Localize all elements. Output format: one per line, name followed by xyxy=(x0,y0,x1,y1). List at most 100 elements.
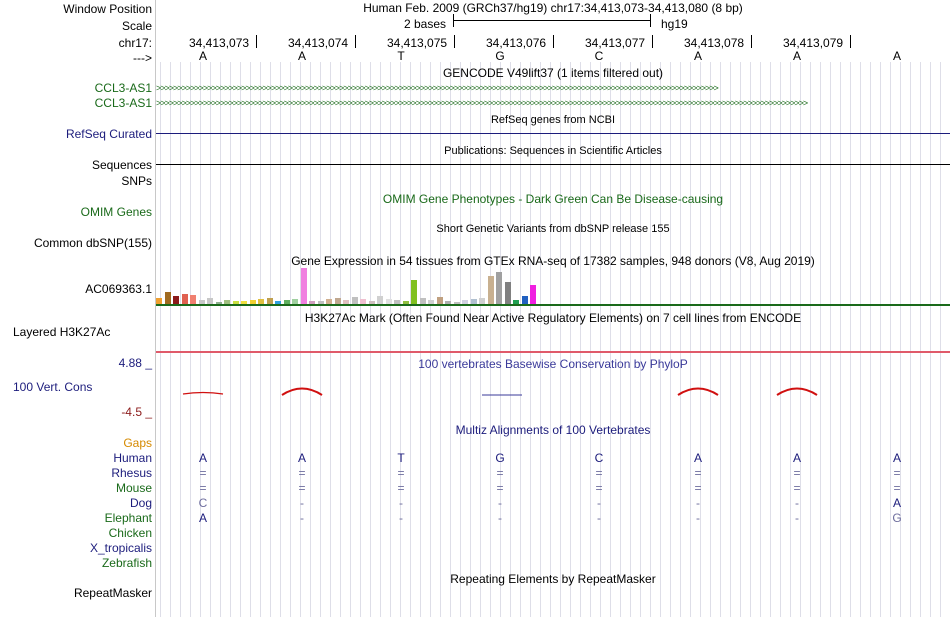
gtex-tissue-bar[interactable] xyxy=(462,300,468,304)
gtex-tissue-bar[interactable] xyxy=(309,301,315,304)
refseq-label[interactable]: RefSeq Curated xyxy=(65,127,152,141)
label-separator xyxy=(155,0,156,617)
species-rhesus-label[interactable]: Rhesus xyxy=(111,466,152,480)
gtex-tissue-bar[interactable] xyxy=(190,295,196,304)
gtex-tissue-bar[interactable] xyxy=(513,300,519,304)
gtex-tissue-bar[interactable] xyxy=(402,301,409,304)
repeatmasker-track-title[interactable]: Repeating Elements by RepeatMasker xyxy=(450,572,656,586)
gtex-tissue-bar[interactable] xyxy=(266,298,273,304)
gtex-tissue-bar[interactable] xyxy=(343,300,349,304)
species-elephant-label[interactable]: Elephant xyxy=(104,511,152,525)
gtex-tissue-bar[interactable] xyxy=(453,302,460,304)
strand-label[interactable]: ---> xyxy=(133,51,152,65)
ccl3-as1-label-a[interactable]: CCL3-AS1 xyxy=(94,81,152,95)
gtex-tissue-bar[interactable] xyxy=(479,298,485,304)
window-position-label[interactable]: Window Position xyxy=(63,2,152,16)
gtex-tissue-bar[interactable] xyxy=(275,301,281,304)
gtex-tissue-bar[interactable] xyxy=(198,300,205,304)
gtex-tissue-bar[interactable] xyxy=(411,280,417,304)
species-mouse-label[interactable]: Mouse xyxy=(115,481,152,495)
gtex-tissue-bar[interactable] xyxy=(292,299,298,304)
gtex-tissue-bar[interactable] xyxy=(428,300,434,304)
gtex-tissue-bar[interactable] xyxy=(436,297,443,304)
dbsnp-label[interactable]: Common dbSNP(155) xyxy=(33,236,152,250)
sequences-line[interactable] xyxy=(156,164,950,165)
refseq-gene-line[interactable] xyxy=(156,133,950,134)
snps-label[interactable]: SNPs xyxy=(121,174,152,188)
chrom-label[interactable]: chr17: xyxy=(118,36,152,50)
gtex-tissue-bar[interactable] xyxy=(181,294,188,304)
gtex-tissue-bar[interactable] xyxy=(300,268,307,304)
phylop-conservation-plot[interactable] xyxy=(156,380,950,404)
gtex-tissue-bar[interactable] xyxy=(164,292,171,304)
phylop-track-title[interactable]: 100 vertebrates Basewise Conservation by… xyxy=(418,357,688,371)
multiz-cell: - xyxy=(300,511,304,525)
species-dog-label[interactable]: Dog xyxy=(129,496,152,510)
omim-label[interactable]: OMIM Genes xyxy=(80,205,152,219)
gaps-label[interactable]: Gaps xyxy=(123,436,152,450)
gtex-tissue-bar[interactable] xyxy=(156,298,162,304)
gtex-tissue-bar[interactable] xyxy=(224,300,230,304)
gtex-tissue-bar[interactable] xyxy=(207,298,213,304)
gtex-tissue-bar[interactable] xyxy=(419,298,426,304)
gtex-tissue-bar[interactable] xyxy=(360,299,366,304)
multiz-cell: - xyxy=(597,496,601,510)
gtex-tissue-bar[interactable] xyxy=(496,272,502,304)
scale-label[interactable]: Scale xyxy=(121,19,152,33)
gtex-tissue-bar[interactable] xyxy=(232,301,239,304)
species-human-label[interactable]: Human xyxy=(113,451,152,465)
repeatmasker-label[interactable]: RepeatMasker xyxy=(73,586,152,600)
gtex-tissue-bar[interactable] xyxy=(504,282,511,304)
omim-track-title[interactable]: OMIM Gene Phenotypes - Dark Green Can Be… xyxy=(382,192,724,206)
multiz-cell: - xyxy=(399,511,403,525)
multiz-cell: = xyxy=(298,466,306,480)
species-zebrafish-label[interactable]: Zebrafish xyxy=(101,556,152,570)
gtex-tissue-bar[interactable] xyxy=(487,276,494,304)
gtex-gene-label[interactable]: AC069363.1 xyxy=(85,282,152,296)
gtex-tissue-bar[interactable] xyxy=(241,301,247,304)
ccl3-as1-label-b[interactable]: CCL3-AS1 xyxy=(94,96,152,110)
gtex-bar-chart[interactable] xyxy=(156,268,538,304)
cons-max-label: 4.88 _ xyxy=(118,356,152,370)
phylop-peak xyxy=(281,387,323,396)
multiz-track-title[interactable]: Multiz Alignments of 100 Vertebrates xyxy=(455,423,651,437)
gtex-tissue-bar[interactable] xyxy=(470,299,477,304)
gtex-tissue-bar[interactable] xyxy=(530,285,536,304)
base-letter: T xyxy=(397,49,405,63)
dbsnp-track-title[interactable]: Short Genetic Variants from dbSNP releas… xyxy=(436,223,670,235)
gtex-tissue-bar[interactable] xyxy=(394,300,400,304)
cons-label[interactable]: 100 Vert. Cons xyxy=(13,380,93,394)
publications-track-title[interactable]: Publications: Sequences in Scientific Ar… xyxy=(444,145,662,157)
gtex-tissue-bar[interactable] xyxy=(351,297,358,304)
species-chicken-label[interactable]: Chicken xyxy=(108,526,152,540)
gtex-tissue-bar[interactable] xyxy=(385,299,392,304)
species-xtropicalis-label[interactable]: X_tropicalis xyxy=(89,541,152,555)
gtex-tissue-bar[interactable] xyxy=(249,300,256,304)
gene-model-ccl3-as1-a[interactable]: >>>>>>>>>>>>>>>>>>>>>>>>>>>>>>>>>>>>>>>>… xyxy=(156,83,719,93)
refseq-track-title[interactable]: RefSeq genes from NCBI xyxy=(490,114,616,126)
gtex-tissue-bar[interactable] xyxy=(215,302,222,304)
window-position-text: Human Feb. 2009 (GRCh37/hg19) chr17:34,4… xyxy=(363,1,743,15)
gtex-tissue-bar[interactable] xyxy=(173,296,179,304)
gtex-track-title[interactable]: Gene Expression in 54 tissues from GTEx … xyxy=(291,254,815,268)
gtex-tissue-bar[interactable] xyxy=(317,301,324,304)
gtex-tissue-bar[interactable] xyxy=(283,300,290,304)
multiz-cell: - xyxy=(300,496,304,510)
multiz-cell: = xyxy=(298,481,306,495)
track-image[interactable]: Human Feb. 2009 (GRCh37/hg19) chr17:34,4… xyxy=(156,0,950,617)
gtex-tissue-bar[interactable] xyxy=(368,301,375,304)
multiz-cell: - xyxy=(696,511,700,525)
gene-model-ccl3-as1-b[interactable]: >>>>>>>>>>>>>>>>>>>>>>>>>>>>>>>>>>>>>>>>… xyxy=(156,98,808,108)
h3k27ac-label[interactable]: Layered H3K27Ac xyxy=(13,325,111,339)
gtex-tissue-bar[interactable] xyxy=(258,299,264,304)
sequences-label[interactable]: Sequences xyxy=(91,158,152,172)
gtex-tissue-bar[interactable] xyxy=(334,298,341,304)
gencode-track-title[interactable]: GENCODE V49lift37 (1 items filtered out) xyxy=(442,66,664,80)
gtex-tissue-bar[interactable] xyxy=(326,299,332,304)
gtex-tissue-bar[interactable] xyxy=(445,301,451,304)
base-letter: A xyxy=(198,49,208,63)
gtex-tissue-bar[interactable] xyxy=(377,296,383,304)
h3k27ac-track-title[interactable]: H3K27Ac Mark (Often Found Near Active Re… xyxy=(304,311,802,325)
multiz-cell: C xyxy=(198,496,208,510)
gtex-tissue-bar[interactable] xyxy=(521,296,528,304)
